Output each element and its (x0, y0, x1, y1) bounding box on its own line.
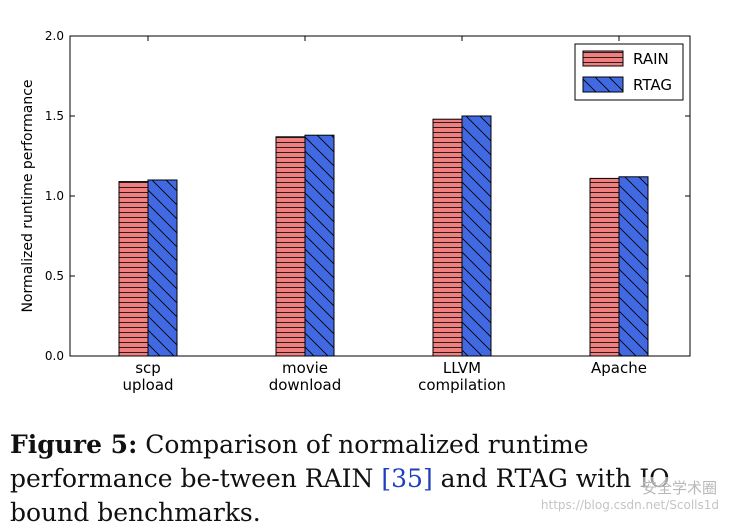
bar-rain-3 (589, 177, 620, 357)
citation-link[interactable]: [35] (381, 464, 433, 493)
x-category-label: LLVM compilation (418, 359, 506, 394)
y-tick-label: 0.5 (45, 269, 64, 283)
legend-swatch-rtag (582, 76, 624, 93)
caption-text-1: Comparison of normalized runtime perform… (10, 430, 589, 493)
caption-rtag-smallcaps: TAG (514, 464, 568, 493)
x-category-label: movie download (269, 359, 342, 394)
bar-chart: Normalized runtime performance 0.0 0.5 1.0… (20, 29, 691, 394)
figure-caption: Figure 5: Comparison of normalized runti… (10, 428, 725, 530)
legend-label-rain: RAIN (633, 50, 669, 68)
y-tick-label: 1.5 (45, 109, 64, 123)
x-category-label: Apache (591, 359, 647, 377)
bars-group (118, 115, 649, 357)
bar-rtag-2 (461, 115, 492, 357)
legend-label-rtag: RTAG (633, 76, 672, 94)
bar-rain-2 (432, 118, 463, 357)
y-tick-label: 2.0 (45, 29, 64, 43)
legend: RAIN RTAG (574, 43, 684, 101)
legend-swatch-rain (582, 50, 624, 67)
bar-rain-0 (118, 181, 149, 357)
bar-rtag-1 (304, 134, 335, 357)
y-axis-title: Normalized runtime performance (20, 79, 36, 312)
bar-rtag-0 (147, 179, 178, 357)
bar-rtag-3 (618, 176, 649, 357)
bar-rain-1 (275, 136, 306, 357)
watermark-url: https://blog.csdn.net/Scolls1d (540, 498, 719, 512)
caption-rain-smallcaps: AIN (323, 464, 374, 493)
x-axis-labels: scp upload movie download LLVM compilation Apa… (122, 36, 647, 394)
figure-label: Figure 5: (10, 430, 138, 459)
watermark-text: 安全学术圈 (637, 477, 721, 498)
x-category-label: scp upload (122, 359, 173, 394)
caption-text-2: and R (432, 464, 515, 493)
plot-frame (69, 35, 691, 357)
y-axis-ticks: 0.0 0.5 1.0 1.5 2.0 (45, 29, 690, 363)
y-tick-label: 1.0 (45, 189, 64, 203)
y-tick-label: 0.0 (45, 349, 64, 363)
